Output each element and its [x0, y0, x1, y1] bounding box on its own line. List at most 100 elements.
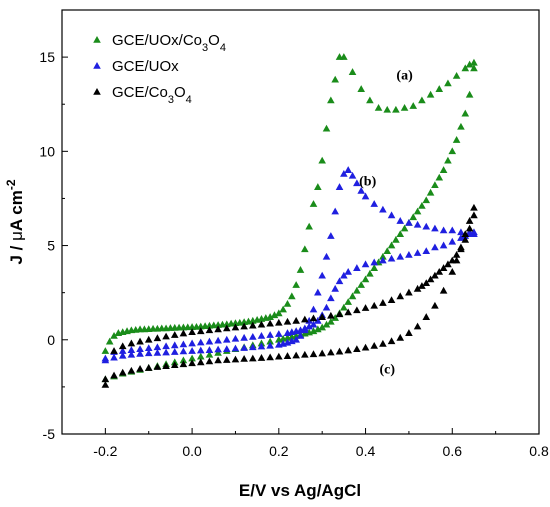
- data-point: [179, 356, 188, 364]
- data-point: [318, 349, 326, 357]
- data-point: [196, 327, 205, 335]
- data-point: [314, 325, 322, 333]
- data-point: [162, 362, 170, 369]
- data-point: [431, 301, 439, 309]
- data-point: [452, 136, 461, 143]
- series-2: [101, 203, 478, 388]
- data-point: [361, 275, 370, 283]
- data-point: [296, 332, 305, 339]
- data-point: [426, 188, 435, 196]
- legend-label: GCE/UOx/Co3O4: [112, 32, 226, 54]
- data-point: [353, 179, 361, 187]
- data-point: [222, 345, 231, 352]
- data-point: [249, 354, 257, 362]
- data-point: [370, 341, 379, 349]
- data-point: [249, 321, 257, 329]
- data-point: [101, 381, 110, 388]
- data-point: [405, 250, 413, 258]
- data-point: [357, 85, 366, 92]
- data-point: [361, 343, 370, 351]
- data-point: [392, 105, 400, 113]
- data-point: [461, 109, 470, 117]
- data-point: [444, 79, 452, 87]
- data-point: [400, 103, 409, 111]
- data-point: [327, 96, 335, 104]
- data-point: [353, 264, 361, 271]
- data-point: [409, 102, 418, 109]
- legend-marker: [93, 36, 101, 43]
- data-point: [327, 232, 335, 239]
- data-point: [413, 249, 422, 256]
- data-point: [318, 313, 326, 320]
- data-point: [470, 64, 478, 72]
- legend: GCE/UOx/Co3O4 GCE/UOx GCE/Co3O4: [93, 32, 226, 106]
- data-point: [205, 357, 214, 365]
- data-point: [348, 68, 357, 75]
- data-point: [205, 326, 214, 334]
- data-point: [257, 320, 266, 328]
- data-point: [196, 352, 205, 360]
- data-point: [266, 331, 274, 338]
- data-point: [322, 320, 331, 328]
- data-point: [305, 328, 313, 336]
- data-point: [435, 173, 444, 181]
- data-point: [331, 284, 339, 292]
- data-point: [266, 337, 274, 345]
- data-point: [296, 266, 305, 273]
- data-point: [357, 281, 366, 288]
- data-point: [266, 341, 274, 349]
- data-point: [340, 271, 348, 279]
- data-point: [314, 316, 322, 324]
- data-point: [318, 271, 326, 279]
- data-point: [335, 183, 344, 190]
- y-tick-label: 0: [47, 332, 55, 348]
- data-point: [457, 245, 465, 253]
- data-point: [344, 308, 352, 316]
- data-point: [379, 339, 387, 347]
- curve-annotation: (b): [359, 174, 376, 189]
- data-point: [275, 318, 283, 326]
- data-point: [431, 224, 439, 232]
- data-point: [188, 359, 196, 367]
- data-point: [444, 260, 452, 268]
- data-point: [361, 260, 370, 268]
- data-point: [292, 351, 300, 359]
- data-point: [127, 346, 136, 353]
- data-point: [461, 230, 470, 238]
- x-tick-label: 0.0: [182, 443, 202, 459]
- data-point: [426, 90, 435, 98]
- y-tick-label: 15: [39, 49, 55, 65]
- data-point: [301, 324, 309, 332]
- data-point: [335, 310, 344, 318]
- data-point: [361, 304, 370, 311]
- data-point: [387, 254, 396, 262]
- data-point: [470, 203, 478, 211]
- y-tick-label: -5: [43, 426, 56, 442]
- data-point: [314, 288, 322, 296]
- data-point: [170, 348, 179, 355]
- data-point: [457, 228, 465, 236]
- data-point: [101, 375, 110, 383]
- data-point: [318, 323, 326, 331]
- data-point: [405, 218, 413, 226]
- data-point: [470, 211, 478, 219]
- data-point: [214, 356, 222, 364]
- data-point: [279, 334, 287, 342]
- data-point: [170, 341, 179, 349]
- data-point: [188, 328, 196, 336]
- axis-ticks: -0.2 0.0 0.2 0.4 0.6 0.8 -5 0 5 10 15: [39, 9, 549, 459]
- data-point: [422, 279, 431, 287]
- data-point: [374, 103, 383, 111]
- data-point: [301, 315, 309, 323]
- data-point: [439, 166, 448, 173]
- data-point: [422, 196, 431, 204]
- data-point: [222, 324, 231, 332]
- data-point: [283, 329, 292, 336]
- series-layer: [101, 53, 478, 388]
- data-point: [452, 71, 461, 79]
- data-point: [331, 75, 339, 83]
- data-point: [101, 347, 110, 354]
- data-point: [110, 332, 118, 339]
- data-point: [457, 234, 465, 241]
- curve-annotation: (c): [379, 363, 395, 378]
